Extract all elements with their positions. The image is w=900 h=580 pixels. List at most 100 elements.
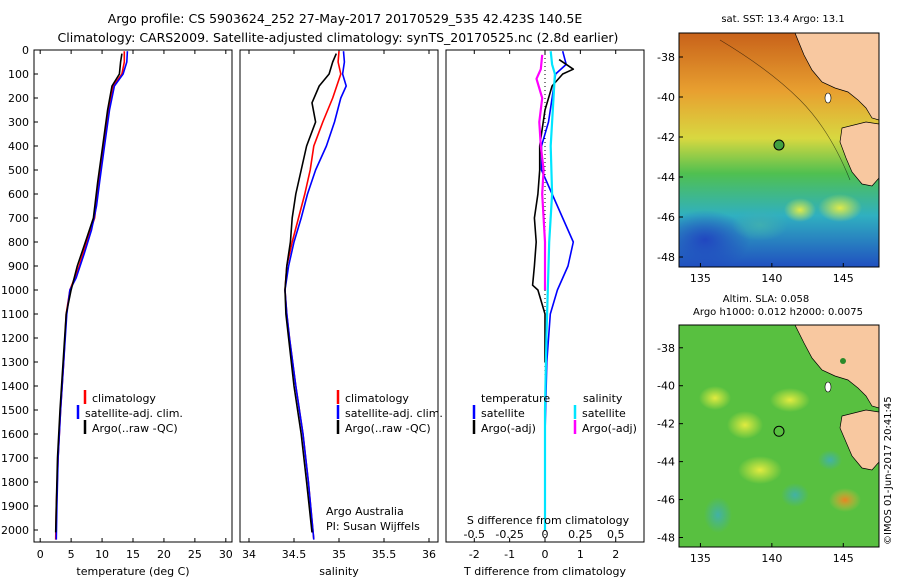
sla-map-ticks: 135 140 145 -38 -40 -42 -44 -46 -48 [657,342,854,565]
salinity-x-ticks: 34 34.5 35 35.5 36 [242,50,436,561]
series-line-satellite-adj-clim- [284,51,348,540]
sla-map-title: Altim. SLA: 0.058 [723,294,809,305]
map-x-tick-label: 145 [833,272,854,285]
tasmania [839,409,879,471]
float-position-marker [773,139,785,151]
depth-tick-label: 1800 [1,476,29,489]
depth-tick-label: 900 [8,260,29,273]
sla-low [704,497,732,533]
x-tick-label: 2 [612,548,619,561]
series-line-salinity-argo-adj- [535,54,547,290]
salinity-panel: 34 34.5 35 35.5 36 salinity climatology sate… [239,49,443,578]
legend-label-satellite: satellite-adj. clim. [85,407,183,420]
temperature-series [54,51,129,540]
sla-high [770,388,810,412]
depth-tick-label: 500 [8,164,29,177]
legend-label-satellite: satellite-adj. clim. [345,407,443,420]
header-line-1: Argo profile: CS 5903624_252 27-May-2017… [108,11,583,26]
map-y-tick-label: -40 [657,380,675,393]
pi-label: PI: Susan Wijffels [326,520,420,533]
sst-cool-water [732,209,788,241]
map-x-tick-label: 145 [833,552,854,565]
sla-high [727,411,763,439]
s-tick-label: 0 [542,528,549,541]
depth-tick-label: 1000 [1,284,29,297]
float-position-marker [773,425,785,437]
x-tick-label: 15 [126,548,140,561]
s-tick-label: 0.5 [607,528,625,541]
x-tick-label: 0 [542,548,549,561]
australia-mainland [794,325,879,409]
series-line-temperature-satellite [540,50,575,530]
depth-tick-label: 1500 [1,404,29,417]
depth-tick-label: 1200 [1,332,29,345]
s-difference-ticks: -0.5 -0.25 0 0.25 0.5 [464,528,625,541]
difference-series [531,50,575,530]
legend-title-salinity: salinity [583,392,623,405]
series-line-climatology [284,51,342,540]
s-tick-label: -0.25 [495,528,523,541]
sla-low [818,450,842,470]
depth-tick-label: 100 [8,68,29,81]
t-difference-label: T difference from climatology [463,565,626,578]
x-tick-label: 5 [68,548,75,561]
temperature-panel-frame [33,49,233,543]
map-y-tick-label: -42 [657,418,675,431]
depth-axis: 0 100 200 300 400 500 600 700 800 900 1000 1100 1200… [1,44,38,537]
map-x-tick-label: 135 [690,552,711,565]
bathymetry-contour [719,39,851,181]
depth-tick-label: 1700 [1,452,29,465]
x-tick-label: 35.5 [372,548,397,561]
x-tick-label: 36 [422,548,436,561]
map-x-tick-label: 140 [761,552,782,565]
series-line-satellite-adj-clim- [55,51,129,540]
map-y-tick-label: -48 [657,251,675,264]
sst-map-frame [678,32,880,268]
depth-tick-label: 300 [8,116,29,129]
australia-mainland [794,33,879,121]
depth-tick-label: 200 [8,92,29,105]
x-tick-label: 20 [157,548,171,561]
sla-peak [829,488,861,512]
legend-title-temperature: temperature [481,392,550,405]
sst-map-title: sat. SST: 13.4 Argo: 13.1 [721,14,844,25]
difference-panel: -2 -1 0 1 2 S difference from climatology -0… [445,49,645,578]
x-tick-label: 10 [95,548,109,561]
temperature-panel: 0 5 10 15 20 25 30 temperature (deg C) climato… [33,49,233,578]
map-y-tick-label: -44 [657,171,675,184]
map-y-tick-label: -44 [657,456,675,469]
legend-label-s-satellite: satellite [582,407,626,420]
king-island [824,92,832,104]
x-tick-label: -2 [469,548,480,561]
king-island [824,381,832,393]
sla-map: Altim. SLA: 0.058 Argo h1000: 0.012 h200… [657,294,880,565]
difference-x-ticks: -2 -1 0 1 2 [469,50,619,561]
sla-low [781,483,809,507]
header-line-2: Climatology: CARS2009. Satellite-adjuste… [58,30,619,45]
x-tick-label: 34.5 [282,548,307,561]
series-line-argo-raw-qc- [284,53,338,533]
legend-label-s-argo: Argo(-adj) [582,422,637,435]
s-difference-label: S difference from climatology [467,514,630,527]
sla-map-frame [678,324,880,548]
depth-tick-label: 600 [8,188,29,201]
temperature-legend: climatology satellite-adj. clim. Argo(..… [76,390,183,435]
legend-label-climatology: climatology [92,392,156,405]
map-y-tick-label: -38 [657,51,675,64]
x-tick-label: 35 [332,548,346,561]
x-tick-label: 0 [37,548,44,561]
temperature-x-label: temperature (deg C) [76,565,189,578]
depth-tick-label: 800 [8,236,29,249]
x-tick-label: 25 [188,548,202,561]
s-tick-label: 0.25 [568,528,593,541]
map-y-tick-label: -38 [657,342,675,355]
map-y-tick-label: -48 [657,532,675,545]
depth-tick-label: 1100 [1,308,29,321]
x-tick-label: 30 [219,548,233,561]
s-tick-label: -0.5 [464,528,485,541]
x-tick-label: -1 [504,548,515,561]
sst-warm-eddy [818,194,862,222]
map-y-tick-label: -40 [657,91,675,104]
x-tick-label: 1 [577,548,584,561]
legend-label-argo: Argo(..raw -QC) [345,422,431,435]
